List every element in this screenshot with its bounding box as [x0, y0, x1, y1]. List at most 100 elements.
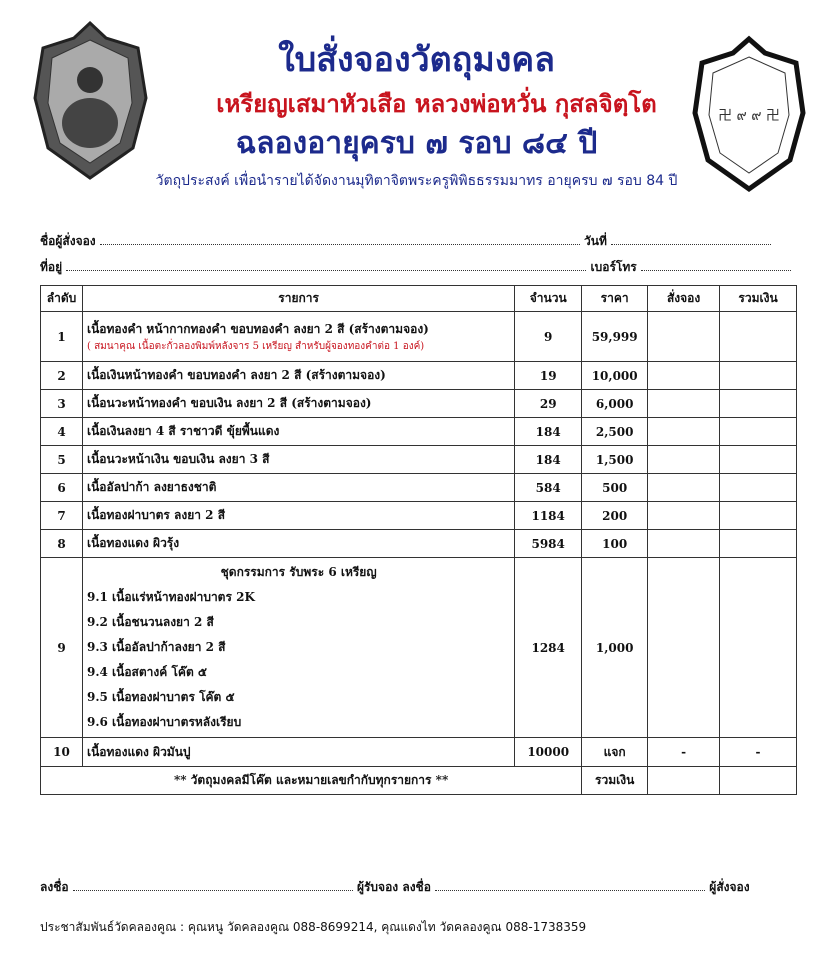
- order-cell[interactable]: [647, 445, 721, 474]
- col-header-price: ราคา: [581, 285, 649, 312]
- item-cell: เนื้อทองคำ หน้ากากทองคำ ขอบทองคำ ลงยา 2 …: [81, 311, 516, 362]
- name-field[interactable]: [99, 234, 580, 245]
- total-cell[interactable]: -: [719, 737, 797, 767]
- order-cell[interactable]: [647, 501, 721, 530]
- order-cell[interactable]: [647, 311, 721, 362]
- item-cell: เนื้อนวะหน้าเงิน ขอบเงิน ลงยา 3 สี: [81, 445, 516, 474]
- price-cell: 59,999: [581, 311, 649, 362]
- orderer-sign-label: ลงชื่อ: [402, 880, 431, 894]
- price-cell: แจก: [581, 737, 649, 767]
- table-footer-row: ** วัตถุมงคลมีโค๊ต และหมายเลขกำกับทุกราย…: [39, 766, 797, 795]
- item-name: เนื้อทองฝาบาตร ลงยา 2 สี: [86, 508, 226, 522]
- address-field[interactable]: [66, 260, 587, 271]
- item-name: เนื้อนวะหน้าเงิน ขอบเงิน ลงยา 3 สี: [86, 452, 270, 466]
- receiver-sign-field[interactable]: [72, 880, 353, 891]
- quantity-cell: 10000: [514, 737, 583, 767]
- table-row: 9 ชุดกรรมการ รับพระ 6 เหรียญ 9.1 เนื้อแร่ห…: [40, 557, 797, 738]
- sub-item: 9.2 เนื้อชนวนลงยา 2 สี: [86, 615, 214, 629]
- col-header-order: สั่งจอง: [647, 285, 721, 312]
- orderer-label: ผู้สั่งจอง: [709, 880, 750, 894]
- date-field[interactable]: [611, 234, 772, 245]
- total-cell[interactable]: [719, 473, 797, 502]
- table-row: 5 เนื้อนวะหน้าเงิน ขอบเงิน ลงยา 3 สี 184 1,…: [40, 445, 797, 474]
- price-cell: 1,500: [581, 445, 649, 474]
- footer-total-cell[interactable]: [719, 766, 797, 795]
- price-cell: 6,000: [581, 389, 649, 418]
- item-cell: เนื้อทองแดง ผิวมันปู: [81, 737, 516, 767]
- right-medallion-image: 卍 ๙ ๙ 卍: [692, 35, 806, 193]
- total-cell[interactable]: [719, 445, 797, 474]
- quantity-cell: 184: [514, 417, 583, 446]
- table-header-row: ลำดับ รายการ จำนวน ราคา สั่งจอง รวมเงิน: [40, 285, 797, 312]
- col-header-qty: จำนวน: [514, 285, 583, 312]
- total-cell[interactable]: [719, 361, 797, 390]
- quantity-cell: 9: [514, 311, 583, 362]
- row-number: 10: [40, 737, 83, 767]
- price-cell: 100: [581, 529, 649, 558]
- quantity-cell: 1284: [514, 557, 583, 738]
- item-note: ( สมนาคุณ เนื้อตะกั่วลองพิมพ์หลังจาร 5 เ…: [86, 340, 425, 352]
- row-number: 5: [40, 445, 83, 474]
- total-cell[interactable]: [719, 529, 797, 558]
- sub-item: 9.6 เนื้อทองฝาบาตรหลังเรียบ: [86, 715, 242, 729]
- item-cell: เนื้อนวะหน้าทองคำ ขอบเงิน ลงยา 2 สี (สร้…: [81, 389, 516, 418]
- item-name: เนื้อทองแดง ผิวรุ้ง: [86, 536, 180, 550]
- col-header-no: ลำดับ: [40, 285, 83, 312]
- quantity-cell: 19: [514, 361, 583, 390]
- quantity-cell: 29: [514, 389, 583, 418]
- order-cell[interactable]: [647, 417, 721, 446]
- table-row: 7 เนื้อทองฝาบาตร ลงยา 2 สี 1184 200: [40, 501, 797, 530]
- total-cell[interactable]: [719, 557, 797, 738]
- footer-order-cell[interactable]: [647, 766, 721, 795]
- sub-item: 9.1 เนื้อแร่หน้าทองฝาบาตร 2K: [86, 590, 255, 604]
- table-row: 6 เนื้ออัลปาก้า ลงยาธงชาติ 584 500: [40, 473, 797, 502]
- item-name: เนื้อนวะหน้าทองคำ ขอบเงิน ลงยา 2 สี (สร้…: [86, 396, 372, 410]
- order-cell[interactable]: [647, 389, 721, 418]
- price-cell: 2,500: [581, 417, 649, 446]
- page-subtitle: เหรียญเสมาหัวเสือ หลวงพ่อหวั่น กุสลจิตฺโ…: [216, 90, 657, 118]
- item-cell: ชุดกรรมการ รับพระ 6 เหรียญ 9.1 เนื้อแร่หน…: [81, 557, 516, 738]
- orderer-sign-field[interactable]: [435, 880, 706, 891]
- sub-item: 9.4 เนื้อสตางค์ โค๊ต ๕: [86, 665, 207, 679]
- quantity-cell: 1184: [514, 501, 583, 530]
- phone-field[interactable]: [640, 260, 791, 271]
- order-cell[interactable]: [647, 473, 721, 502]
- row-number: 1: [40, 311, 83, 362]
- item-name: ชุดกรรมการ รับพระ 6 เหรียญ: [220, 565, 377, 579]
- phone-label: เบอร์โทร: [590, 260, 637, 274]
- row-number: 9: [40, 557, 83, 738]
- occasion-heading: ฉลองอายุครบ ๗ รอบ ๘๔ ปี: [235, 126, 598, 161]
- item-name: เนื้อทองคำ หน้ากากทองคำ ขอบทองคำ ลงยา 2 …: [86, 321, 429, 336]
- order-cell[interactable]: [647, 361, 721, 390]
- col-header-item: รายการ: [81, 285, 516, 312]
- order-cell[interactable]: [647, 529, 721, 558]
- table-row: 10 เนื้อทองแดง ผิวมันปู 10000 แจก - -: [40, 737, 797, 767]
- purpose-text: วัตถุประสงค์ เพื่อนำรายได้จัดงานมุทิตาจิ…: [155, 173, 678, 189]
- price-cell: 10,000: [581, 361, 649, 390]
- item-name: เนื้อเงินหน้าทองคำ ขอบทองคำ ลงยา 2 สี (ส…: [86, 368, 386, 382]
- total-cell[interactable]: [719, 311, 797, 362]
- table-row: 2 เนื้อเงินหน้าทองคำ ขอบทองคำ ลงยา 2 สี (…: [40, 361, 797, 390]
- item-cell: เนื้ออัลปาก้า ลงยาธงชาติ: [81, 473, 516, 502]
- footer-note: ** วัตถุมงคลมีโค๊ต และหมายเลขกำกับทุกราย…: [39, 766, 583, 795]
- contact-info: ประชาสัมพันธ์วัดคลองคูณ : คุณหนู วัดคลอง…: [40, 920, 587, 934]
- left-medallion-image: [33, 20, 148, 180]
- item-cell: เนื้อเงินหน้าทองคำ ขอบทองคำ ลงยา 2 สี (ส…: [81, 361, 516, 390]
- row-number: 6: [40, 473, 83, 502]
- total-cell[interactable]: [719, 389, 797, 418]
- name-label: ชื่อผู้สั่งจอง: [40, 234, 96, 248]
- address-label: ที่อยู่: [40, 260, 63, 274]
- price-cell: 1,000: [581, 557, 649, 738]
- order-cell[interactable]: -: [647, 737, 721, 767]
- footer-total-label: รวมเงิน: [581, 766, 649, 795]
- total-cell[interactable]: [719, 417, 797, 446]
- row-number: 8: [40, 529, 83, 558]
- item-cell: เนื้อทองแดง ผิวรุ้ง: [81, 529, 516, 558]
- order-cell[interactable]: [647, 557, 721, 738]
- receiver-label: ผู้รับจอง: [356, 880, 399, 894]
- sub-item: 9.3 เนื้ออัลปาก้าลงยา 2 สี: [86, 640, 226, 654]
- sub-item: 9.5 เนื้อทองฝาบาตร โค๊ต ๕: [86, 690, 235, 704]
- row-number: 4: [40, 417, 83, 446]
- total-cell[interactable]: [719, 501, 797, 530]
